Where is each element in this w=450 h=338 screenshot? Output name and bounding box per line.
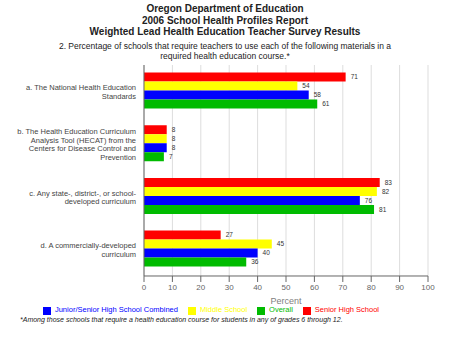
- svg-text:40: 40: [263, 249, 271, 256]
- svg-text:Percent: Percent: [270, 295, 302, 305]
- svg-text:60: 60: [310, 282, 319, 291]
- html-text:Oregon Department of Education: Oregon Department of Education 2006 Scho…: [89, 3, 361, 37]
- svg-text:8: 8: [172, 143, 176, 150]
- svg-text:61: 61: [322, 100, 330, 107]
- svg-text:8: 8: [172, 125, 176, 132]
- svg-text:70: 70: [338, 282, 347, 291]
- html-text:Junior/Senior High School Comb: Junior/Senior High School Combined: [55, 305, 178, 315]
- svg-text:83: 83: [385, 178, 393, 185]
- svg-text:10: 10: [168, 282, 177, 291]
- svg-text:7: 7: [169, 152, 173, 159]
- svg-text:71: 71: [351, 73, 359, 80]
- svg-text:8: 8: [172, 134, 176, 141]
- svg-text:45: 45: [277, 240, 285, 247]
- svg-text:40: 40: [253, 282, 262, 291]
- html-text:2. Percentage of schools that: 2. Percentage of schools that require te…: [58, 40, 392, 61]
- svg-text:a. The National Health Educati: a. The National Health EducationStandard…: [26, 83, 136, 101]
- svg-text:0: 0: [142, 282, 147, 291]
- html-text:Overall: Overall: [269, 305, 293, 315]
- svg-text:d. A commercially-developedcur: d. A commercially-developedcurriculum: [41, 241, 136, 259]
- svg-text:81: 81: [379, 205, 387, 212]
- svg-text:82: 82: [382, 187, 390, 194]
- svg-text:54: 54: [302, 82, 310, 89]
- svg-text:100: 100: [421, 282, 435, 291]
- svg-text:76: 76: [365, 196, 373, 203]
- svg-text:90: 90: [395, 282, 404, 291]
- svg-text:c. Any state-, district-, or s: c. Any state-, district-, or school-deve…: [29, 188, 136, 206]
- svg-text:58: 58: [314, 91, 322, 98]
- svg-text:80: 80: [367, 282, 376, 291]
- svg-text:36: 36: [251, 258, 259, 265]
- svg-text:50: 50: [282, 282, 291, 291]
- svg-text:20: 20: [196, 282, 205, 291]
- html-text:Senior High School: Senior High School: [314, 305, 379, 315]
- svg-text:30: 30: [225, 282, 234, 291]
- html-text:*Among those schools that requ: *Among those schools that require a heal…: [20, 315, 343, 323]
- svg-text:b. The Health Education Curric: b. The Health Education CurriculumAnalys…: [17, 127, 136, 162]
- svg-text:27: 27: [226, 231, 234, 238]
- html-text:Middle School: Middle School: [200, 305, 248, 315]
